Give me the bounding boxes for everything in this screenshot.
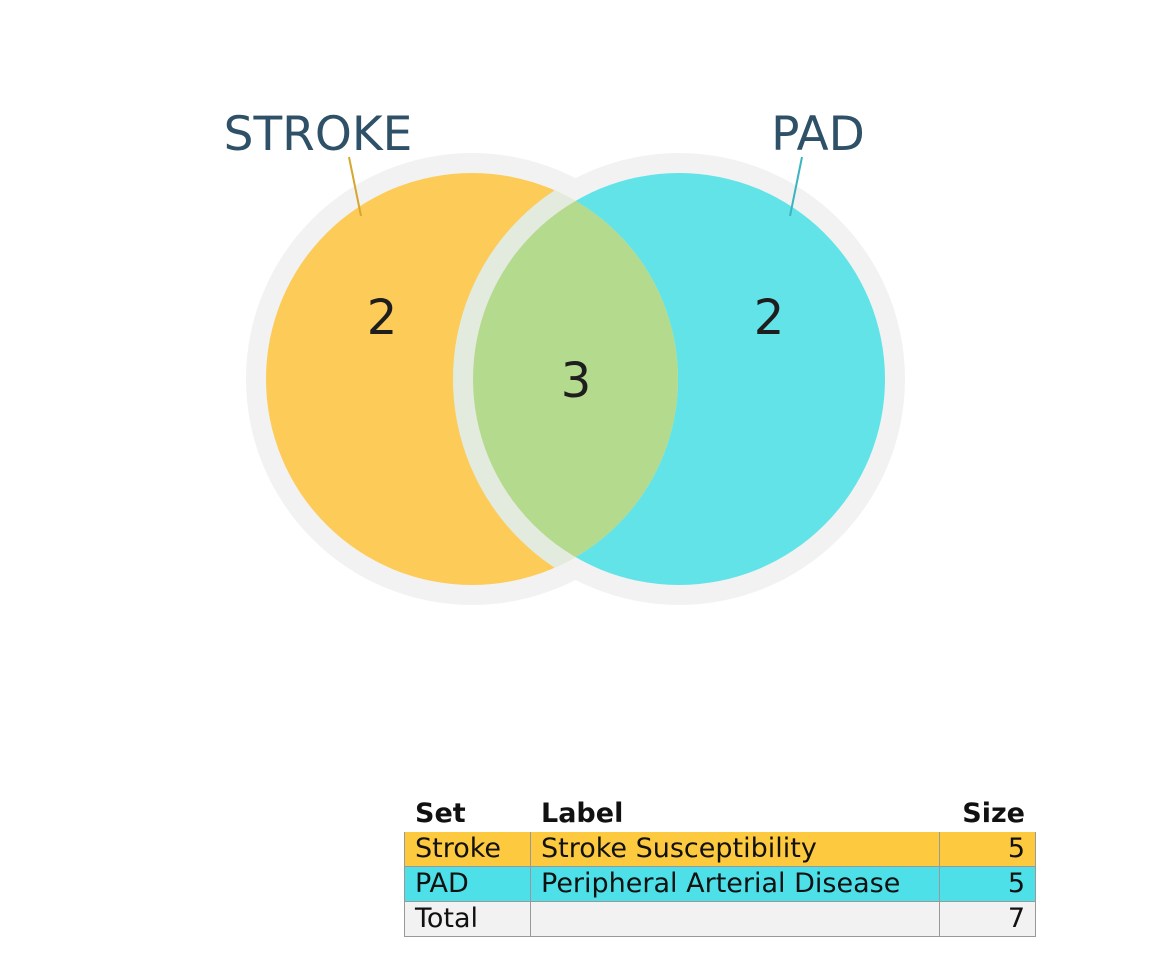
header-label: Label [541,797,624,829]
set-size-table: Set Label Size Stroke Stroke Susceptibil… [404,794,1036,937]
row-label [530,901,940,937]
intersection-region[interactable] [473,173,885,585]
row-set: Total [404,901,531,937]
table-row: PAD Peripheral Arterial Disease 5 [404,866,1036,902]
stroke-only-count: 2 [367,290,398,346]
stroke-leader-line [348,156,362,217]
venn-diagram: STROKE PAD 2 3 2 [224,107,905,605]
row-size: 5 [939,866,1036,902]
row-size: 7 [939,901,1036,937]
pad-set-label: PAD [771,107,865,162]
stroke-set-label: STROKE [224,107,413,162]
pad-only-count: 2 [754,290,785,346]
row-label: Peripheral Arterial Disease [530,866,940,902]
intersection-count: 3 [561,353,592,409]
row-set: Stroke [404,831,531,867]
pad-leader-line [789,156,803,217]
row-set: PAD [404,866,531,902]
header-size: Size [962,797,1025,829]
header-set: Set [415,797,466,829]
row-size: 5 [939,831,1036,867]
row-label: Stroke Susceptibility [530,831,940,867]
pad-edge-highlight [453,173,678,585]
table-row: Stroke Stroke Susceptibility 5 [404,831,1036,867]
table-row: Total 7 [404,901,1036,937]
table-header-row: Set Label Size [405,795,1036,832]
